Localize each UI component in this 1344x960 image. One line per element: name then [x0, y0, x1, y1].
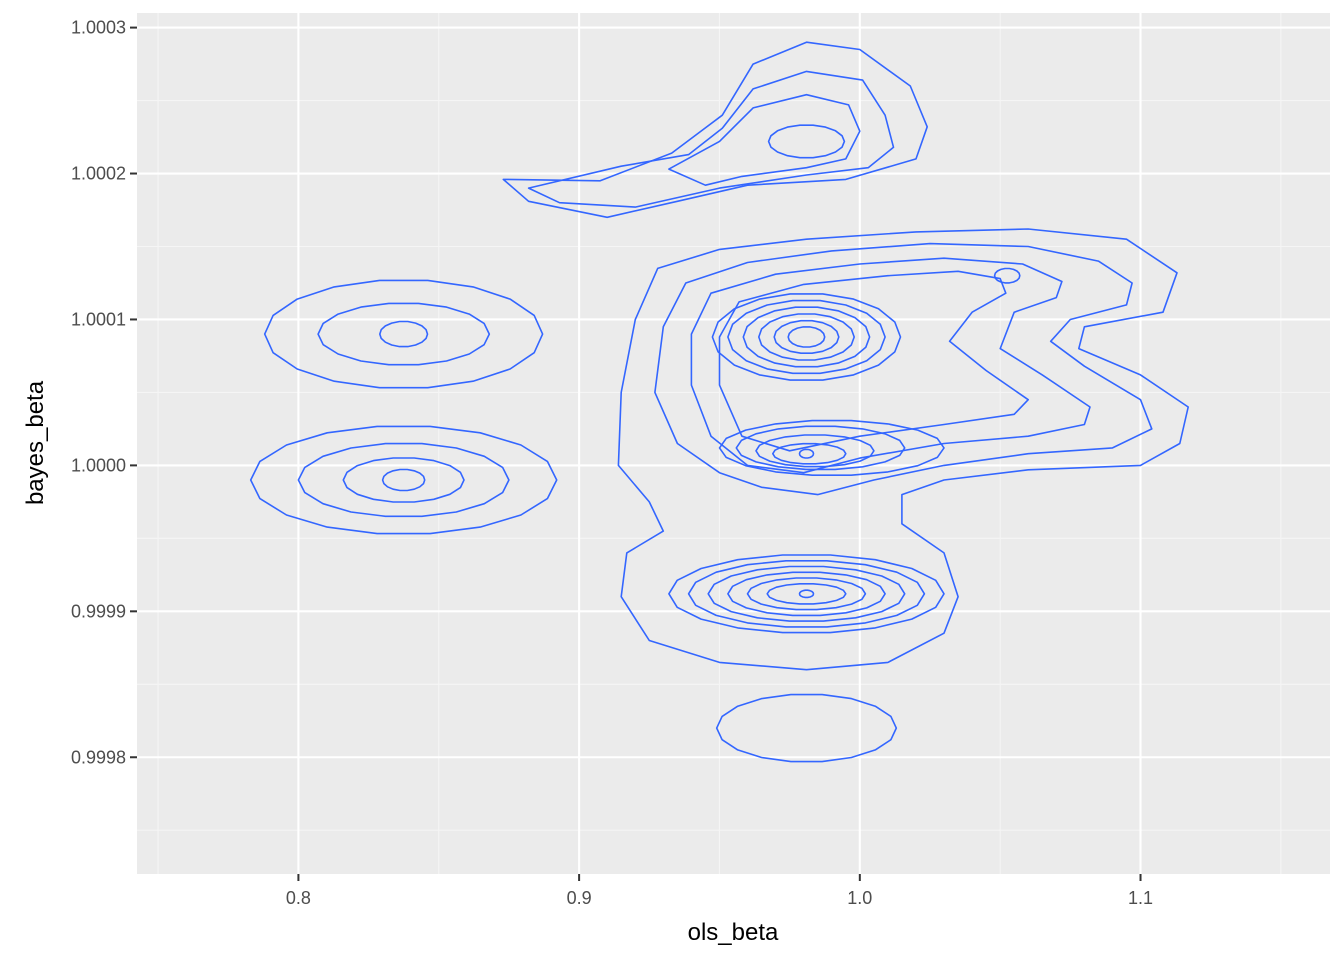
y-tick-label: 1.0001: [71, 309, 126, 329]
contour-line: [617, 228, 1189, 671]
contour-line: [727, 571, 886, 617]
plot-panel: [137, 13, 1330, 874]
contour-line: [798, 448, 815, 459]
contour-line: [771, 442, 847, 465]
contour-line: [718, 270, 1029, 452]
contour-line: [742, 306, 871, 368]
y-tick-label: 0.9998: [71, 747, 126, 767]
contour-line: [381, 468, 426, 492]
contour-line: [502, 41, 929, 219]
contour-line: [766, 582, 847, 605]
contour-line: [342, 457, 465, 503]
contour-line: [767, 124, 846, 159]
grid-major: [137, 13, 1330, 874]
x-tick-label: 1.1: [1128, 888, 1153, 908]
contour-line: [773, 319, 840, 355]
contour-line: [757, 313, 856, 361]
contour-line: [715, 693, 898, 763]
contour-line: [263, 279, 544, 389]
contour-line: [378, 320, 429, 348]
y-tick-label: 1.0002: [71, 164, 126, 184]
contour-line: [687, 559, 926, 628]
contour-line: [993, 267, 1021, 284]
contour-line: [735, 425, 906, 471]
x-tick-label: 0.9: [567, 888, 592, 908]
contour-line: [668, 93, 861, 186]
contour-line: [727, 299, 886, 375]
contour-line: [317, 302, 491, 366]
contour-line: [755, 434, 875, 468]
contour-line: [249, 425, 558, 535]
contour-line: [527, 70, 895, 208]
contour-line: [798, 589, 815, 599]
y-tick-label: 1.0003: [71, 18, 126, 38]
contour-line: [707, 565, 906, 622]
y-tick-label: 0.9999: [71, 601, 126, 621]
contour-line: [297, 442, 510, 518]
x-axis-ticks: 0.8 0.9 1.0 1.1: [286, 874, 1153, 908]
contour-line: [718, 419, 945, 477]
contour-line: [711, 293, 902, 381]
contour-line: [654, 242, 1153, 496]
y-axis-title: bayes_beta: [22, 380, 49, 505]
x-tick-label: 0.8: [286, 888, 311, 908]
y-tick-label: 1.0000: [71, 455, 126, 475]
contour-line: [746, 577, 867, 611]
contour-lines: [249, 41, 1189, 763]
y-axis-ticks: 0.9998 0.9999 1.0000 1.0001 1.0002 1.0003: [71, 18, 137, 767]
contour-line: [787, 326, 826, 348]
contour-line: [668, 554, 945, 634]
x-axis-title: ols_beta: [688, 919, 779, 946]
contour-line: [690, 257, 1091, 474]
x-tick-label: 1.0: [847, 888, 872, 908]
